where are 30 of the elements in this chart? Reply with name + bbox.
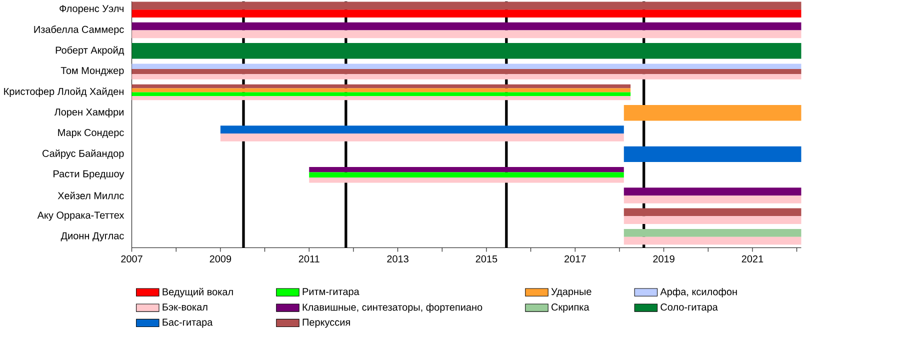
legend-label: Перкуссия xyxy=(302,319,350,328)
y-tick-label: Флоренс Уэлч xyxy=(60,5,124,14)
y-tick-label: Сайрус Байандор xyxy=(42,150,124,160)
legend-label: Клавишные, синтезаторы, фортепиано xyxy=(302,304,482,313)
legend-label: Ведущий вокал xyxy=(162,288,233,298)
y-tick-label: Роберт Акройд xyxy=(56,46,124,56)
legend-label: Ударные xyxy=(551,288,592,298)
x-tick-label: 2015 xyxy=(476,256,498,263)
x-tick-label: 2011 xyxy=(298,256,320,263)
y-tick-label: Лорен Хамфри xyxy=(54,108,124,118)
y-tick-label: Изабелла Саммерс xyxy=(34,26,124,36)
x-tick-label: 2009 xyxy=(210,256,232,263)
x-tick-label: 2013 xyxy=(387,256,408,263)
x-tick-label: 2017 xyxy=(564,256,586,263)
y-tick-label: Кристофер Ллойд Хайден xyxy=(4,88,124,98)
legend-label: Бэк-вокал xyxy=(162,304,208,311)
x-tick-label: 2021 xyxy=(742,256,764,263)
x-tick-label: 2007 xyxy=(121,256,142,263)
y-tick-label: Дионн Дуглас xyxy=(60,232,124,242)
y-tick-label: Хейзел Миллс xyxy=(58,192,124,200)
legend-label: Скрипка xyxy=(552,304,590,313)
legend-label: Бас-гитара xyxy=(162,319,213,328)
y-tick-label: Том Монджер xyxy=(60,67,124,76)
y-tick-label: Расти Бредшоу xyxy=(54,170,124,180)
legend-label: Соло-гитара xyxy=(660,304,718,313)
y-tick-label: Марк Сондерс xyxy=(58,129,124,138)
x-tick-label: 2019 xyxy=(653,256,674,263)
legend-label: Ритм-гитара xyxy=(302,288,360,298)
y-tick-label: Аку Оррака-Теттех xyxy=(37,212,124,221)
legend-label: Арфа, ксилофон xyxy=(660,288,737,298)
